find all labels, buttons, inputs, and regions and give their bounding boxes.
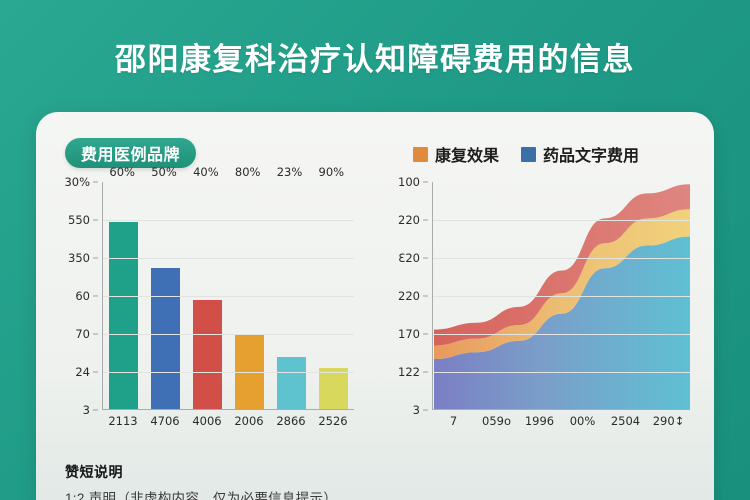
bar[interactable]: 23% (276, 165, 306, 409)
axis-tick-label: 100 (398, 175, 420, 189)
axis-tick-label: 60 (75, 289, 90, 303)
bar-value-label: 80% (234, 165, 261, 179)
footer-note-title: 赞短说明 (65, 464, 123, 480)
axis-tick-label: 4706 (150, 414, 180, 428)
bar-value-label: 40% (193, 165, 219, 179)
bar-item[interactable]: 50% (151, 165, 181, 409)
area-band[interactable] (434, 236, 690, 409)
bar-value-label: 23% (276, 165, 303, 179)
area-chart-svg (434, 184, 690, 409)
axis-tick-mark (423, 181, 428, 183)
bar[interactable]: 80% (234, 165, 264, 409)
bar[interactable]: 60% (109, 165, 139, 409)
bar-item[interactable]: 90% (318, 165, 348, 409)
axis-tick-label: 059o (482, 414, 511, 428)
axis-tick-mark (93, 409, 98, 411)
axis-tick-label: 4006 (192, 414, 222, 428)
bar-item[interactable]: 40% (193, 165, 223, 409)
bar-series: 60% 50% 40% 80% 23% 90% (103, 165, 354, 409)
axis-tick-label: 00% (569, 414, 596, 428)
axis-tick-mark (93, 333, 98, 335)
axis-tick-label: 2006 (234, 414, 264, 428)
section-badge-label: 费用医例品牌 (81, 147, 181, 164)
bar-item[interactable]: 60% (109, 165, 139, 409)
axis-tick-label: 290↕ (652, 414, 685, 428)
axis-tick-mark (423, 409, 428, 411)
section-badge: 费用医例品牌 (65, 138, 197, 168)
area-band[interactable] (434, 184, 690, 346)
bar[interactable]: 90% (318, 165, 348, 409)
gridline (433, 334, 690, 335)
bar-value-label: 60% (109, 165, 135, 179)
axis-tick-mark (423, 257, 428, 259)
axis-tick-label: 1996 (524, 414, 555, 428)
axis-tick-mark (93, 219, 98, 221)
bar-value-label: 90% (318, 165, 345, 179)
axis-tick-label: 2113 (108, 414, 138, 428)
gridline (103, 296, 354, 297)
axis-tick-mark (93, 295, 98, 297)
axis-tick-label: 350 (68, 251, 90, 265)
axis-tick-label: 550 (68, 213, 90, 227)
axis-tick-mark (423, 371, 428, 373)
area-band[interactable] (434, 209, 690, 360)
axis-tick-label: 2526 (318, 414, 348, 428)
header: 邵阳康复科治疗认知障碍费用的信息 (0, 0, 750, 112)
bar-item[interactable]: 80% (234, 165, 264, 409)
bar-item[interactable]: 23% (276, 165, 306, 409)
area-chart: 100 220 Ɛ20 220 170 122 3 (388, 175, 694, 450)
page-title: 邵阳康复科治疗认知障碍费用的信息 (115, 41, 635, 77)
bar[interactable]: 40% (193, 165, 223, 409)
bar-chart-y-axis: 30% 550 350 60 70 24 3 (58, 175, 98, 417)
area-chart-x-axis: 7 059o 1996 00% 2504 290↕ (432, 414, 690, 428)
gridline (433, 372, 690, 373)
bar-chart: 30% 550 350 60 70 24 3 60% 50% 40% 80% 23% 90% 2113… (58, 165, 358, 450)
footer-note: 赞短说明 1:2 声明（非虚构内容，仅为必要信息提示） (65, 462, 685, 500)
axis-tick-label: 122 (398, 365, 420, 379)
axis-tick-mark (423, 219, 428, 221)
bar-value-label: 50% (151, 165, 177, 179)
axis-tick-mark (423, 295, 428, 297)
legend-label: 药品文字费用 (543, 148, 640, 165)
content-card: 费用医例品牌 康复效果 药品文字费用 30% 550 350 60 70 24 3 60% 5… (36, 112, 714, 500)
gridline (103, 372, 354, 373)
axis-tick-mark (93, 371, 98, 373)
axis-tick-mark (93, 181, 98, 183)
axis-tick-label: 220 (398, 289, 420, 303)
axis-tick-label: 24 (75, 365, 90, 379)
legend-swatch-icon (521, 146, 537, 162)
area-chart-legend: 康复效果 药品文字费用 (413, 142, 639, 166)
area-chart-plot-area (432, 182, 690, 410)
area-chart-y-axis: 100 220 Ɛ20 220 170 122 3 (388, 175, 428, 417)
bar-chart-x-axis: 2113 4706 4006 2006 2866 2526 (102, 414, 354, 428)
axis-tick-label: 70 (75, 327, 90, 341)
axis-tick-label: 7 (449, 414, 458, 428)
gridline (103, 334, 354, 335)
axis-tick-label: 2504 (610, 414, 641, 428)
axis-tick-label: 30% (64, 175, 90, 189)
gridline (433, 258, 690, 259)
axis-tick-label: 2866 (276, 414, 306, 428)
axis-tick-mark (423, 333, 428, 335)
bar-chart-plot-area: 60% 50% 40% 80% 23% 90% (102, 165, 354, 410)
gridline (103, 220, 354, 221)
axis-tick-mark (93, 257, 98, 259)
gridline (433, 220, 690, 221)
legend-item: 康复效果 (413, 142, 499, 166)
legend-item: 药品文字费用 (521, 142, 639, 166)
gridline (433, 296, 690, 297)
legend-label: 康复效果 (435, 148, 500, 165)
axis-tick-label: Ɛ20 (398, 251, 420, 265)
bar[interactable]: 50% (151, 165, 181, 409)
gridline (103, 258, 354, 259)
axis-tick-label: 3 (412, 403, 420, 417)
axis-tick-label: 170 (398, 327, 420, 341)
footer-note-body: 1:2 声明（非虚构内容，仅为必要信息提示） (65, 491, 338, 500)
legend-swatch-icon (413, 146, 428, 162)
axis-tick-label: 3 (82, 403, 90, 417)
axis-tick-label: 220 (398, 213, 420, 227)
